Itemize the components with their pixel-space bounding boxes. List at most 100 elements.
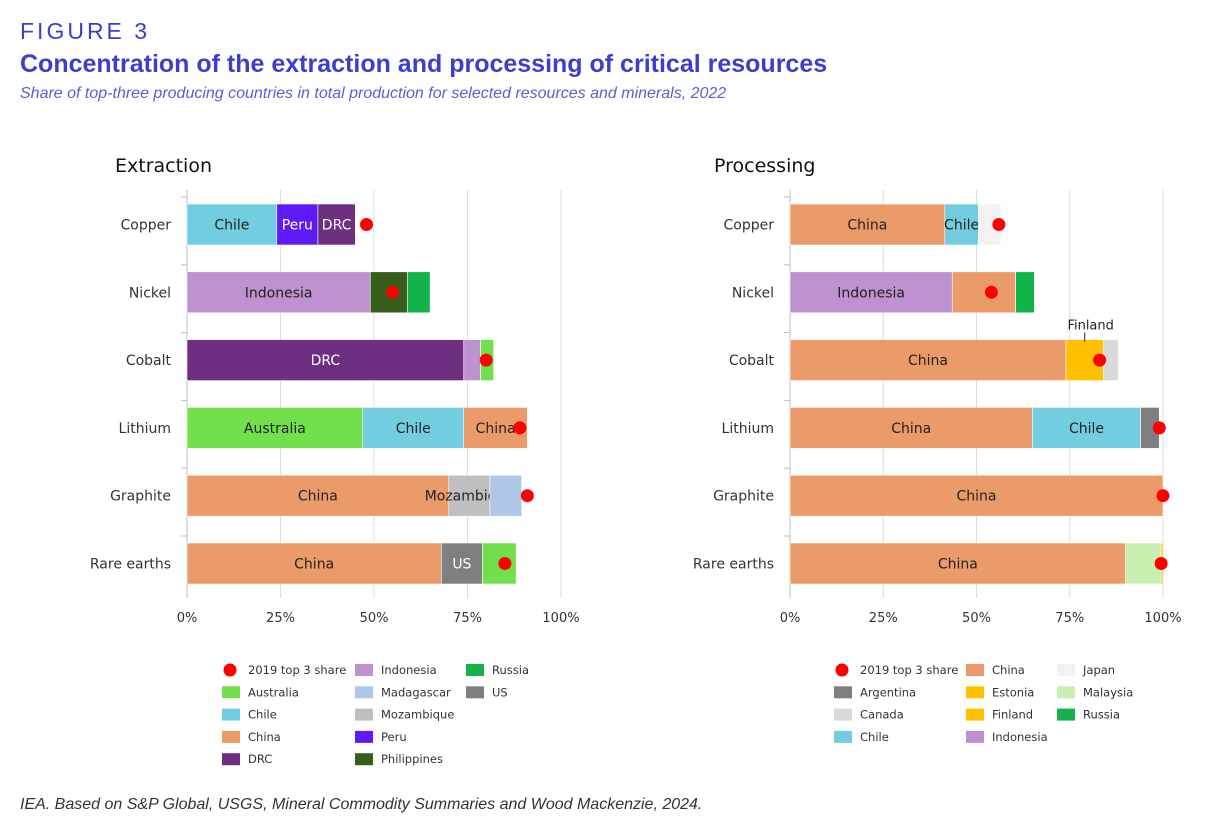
extraction-legend-swatch-mozambique xyxy=(355,708,373,721)
extraction-legend-label-2019-top-3-share: 2019 top 3 share xyxy=(248,663,346,677)
extraction-legend-label-drc: DRC xyxy=(248,752,272,766)
processing-legend-swatch-malaysia xyxy=(1057,686,1075,699)
extraction-bar-rare-earths-us xyxy=(441,542,483,585)
extraction-legend-swatch-indonesia xyxy=(355,664,373,676)
figure-title: Concentration of the extraction and proc… xyxy=(20,50,828,78)
processing-bar-label-copper-china: China xyxy=(847,218,887,234)
processing-legend-label-indonesia: Indonesia xyxy=(992,730,1048,744)
extraction-legend-label-mozambique: Mozambique xyxy=(381,708,454,722)
extraction-category-label-lithium: Lithium xyxy=(119,421,171,437)
extraction-legend-swatch-chile xyxy=(222,708,240,721)
extraction-legend-swatch-china xyxy=(222,730,240,743)
extraction-legend-label-indonesia: Indonesia xyxy=(381,663,437,677)
extraction-bar-label-copper-peru: Peru xyxy=(282,218,313,234)
extraction-x-tick-label: 25% xyxy=(266,611,295,626)
processing-panel-title: Processing xyxy=(714,155,815,177)
extraction-bar-label-copper-chile: Chile xyxy=(214,218,249,234)
processing-legend-label-2019-top-3-share: 2019 top 3 share xyxy=(860,663,958,677)
processing-bar-label-lithium-chile: Chile xyxy=(1069,421,1104,437)
extraction-bar-cobalt-drc xyxy=(186,339,465,381)
extraction-x-tick-label: 50% xyxy=(360,611,389,626)
processing-category-label-rare-earths: Rare earths xyxy=(693,557,774,573)
processing-legend-label-russia: Russia xyxy=(1083,708,1120,722)
extraction-legend-swatch-peru xyxy=(355,730,373,743)
processing-legend-swatch-argentina xyxy=(834,686,852,699)
extraction-legend-label-us: US xyxy=(492,685,508,699)
extraction-legend-label-peru: Peru xyxy=(381,730,407,744)
processing-x-tick-label: 25% xyxy=(869,611,898,626)
processing-chart: Processing 0% 25% 50% 75% 100% Copper China Chil… xyxy=(693,155,1182,744)
processing-legend-swatch-china xyxy=(966,664,984,676)
extraction-marker-2019-cobalt xyxy=(479,353,493,367)
extraction-marker-2019-lithium xyxy=(513,421,527,435)
processing-x-tick-label: 75% xyxy=(1055,611,1084,626)
processing-category-label-lithium: Lithium xyxy=(722,421,774,437)
extraction-marker-2019-copper xyxy=(360,218,374,231)
extraction-x-tick-label: 0% xyxy=(177,611,198,626)
processing-marker-2019-lithium xyxy=(1152,421,1166,435)
processing-marker-2019-nickel xyxy=(984,285,998,299)
extraction-category-label-copper: Copper xyxy=(121,218,172,234)
extraction-legend-swatch-australia xyxy=(222,686,240,699)
processing-marker-2019-graphite xyxy=(1156,489,1170,503)
processing-bar-graphite-china xyxy=(789,474,1164,517)
extraction-bar-graphite-china xyxy=(186,474,450,517)
processing-category-label-copper: Copper xyxy=(724,218,775,234)
processing-bar-label-nickel-indonesia: Indonesia xyxy=(837,285,905,301)
extraction-bar-label-rare-earths-china: China xyxy=(294,557,334,573)
processing-bar-nickel-russia xyxy=(1015,271,1035,314)
processing-legend-label-argentina: Argentina xyxy=(860,685,916,699)
processing-x-tick-label: 100% xyxy=(1144,611,1181,626)
extraction-legend-label-australia: Australia xyxy=(248,685,299,699)
extraction-bar-label-lithium-australia: Australia xyxy=(244,421,306,437)
figure-label: FIGURE 3 xyxy=(20,18,151,44)
extraction-bar-nickel-russia xyxy=(407,271,431,314)
extraction-legend-swatch-philippines xyxy=(355,753,373,766)
processing-legend-swatch-2019-top-3-share xyxy=(835,663,849,677)
extraction-legend-swatch-drc xyxy=(222,753,240,766)
extraction-bar-label-lithium-china: China xyxy=(476,421,516,437)
processing-legend-swatch-canada xyxy=(834,708,852,721)
extraction-bar-label-lithium-chile: Chile xyxy=(396,421,431,437)
extraction-legend-label-china: China xyxy=(248,730,281,744)
extraction-bar-label-graphite-china: China xyxy=(298,489,338,505)
extraction-bar-rare-earths-china xyxy=(186,542,442,585)
extraction-bar-copper-drc xyxy=(317,203,356,246)
processing-bar-label-lithium-china: China xyxy=(891,421,931,437)
processing-category-label-graphite: Graphite xyxy=(713,489,774,505)
extraction-bar-label-cobalt-drc: DRC xyxy=(311,353,341,369)
processing-legend-label-finland: Finland xyxy=(992,708,1033,722)
processing-marker-2019-rare-earths xyxy=(1154,557,1168,570)
processing-category-label-cobalt: Cobalt xyxy=(729,353,775,369)
processing-bar-lithium-china xyxy=(789,407,1033,449)
extraction-bar-label-copper-drc: DRC xyxy=(322,218,352,234)
processing-legend-swatch-estonia xyxy=(966,686,984,699)
processing-bar-copper-chile xyxy=(944,203,979,246)
extraction-marker-2019-graphite xyxy=(520,489,534,503)
figure-subtitle: Share of top-three producing countries i… xyxy=(20,85,727,102)
processing-bar-copper-china xyxy=(789,203,946,246)
processing-x-tick-label: 0% xyxy=(780,611,801,626)
extraction-legend-swatch-2019-top-3-share xyxy=(223,663,237,677)
extraction-bar-lithium-australia xyxy=(186,407,364,449)
processing-bar-rare-earths-malaysia xyxy=(1125,542,1162,585)
extraction-legend-swatch-us xyxy=(466,686,484,699)
processing-bar-label-copper-chile: Chile xyxy=(944,218,979,234)
processing-marker-2019-copper xyxy=(992,218,1006,231)
extraction-legend-label-chile: Chile xyxy=(248,708,277,722)
processing-legend-label-canada: Canada xyxy=(860,708,904,722)
processing-legend-swatch-chile xyxy=(834,730,852,743)
extraction-x-tick-label: 100% xyxy=(542,611,579,626)
processing-bar-label-graphite-china: China xyxy=(957,489,997,505)
extraction-marker-2019-nickel xyxy=(386,285,400,299)
processing-marker-2019-cobalt xyxy=(1093,353,1107,367)
processing-legend-label-japan: Japan xyxy=(1082,663,1115,677)
processing-bar-cobalt-china xyxy=(789,339,1067,381)
extraction-legend-label-russia: Russia xyxy=(492,663,529,677)
extraction-legend-swatch-madagascar xyxy=(355,686,373,699)
processing-bar-rare-earths-china xyxy=(789,542,1127,585)
processing-bar-label-cobalt-china: China xyxy=(908,353,948,369)
processing-legend-swatch-indonesia xyxy=(966,730,984,743)
processing-legend-label-chile: Chile xyxy=(860,730,889,744)
extraction-category-label-cobalt: Cobalt xyxy=(126,353,172,369)
